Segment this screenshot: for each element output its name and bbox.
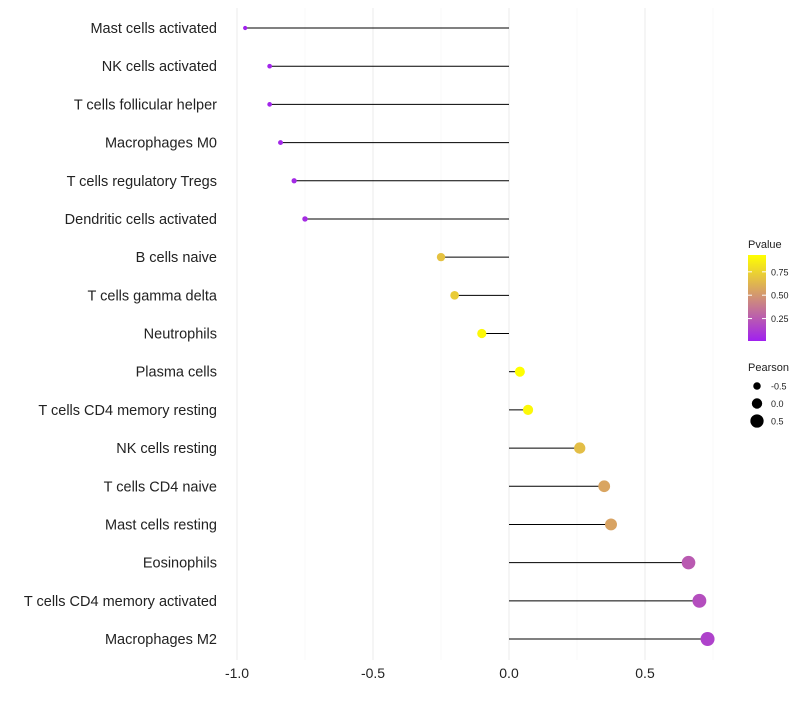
legend-pvalue-title: Pvalue [748, 239, 782, 251]
lollipop-point [267, 102, 272, 107]
colorbar-label: 0.50 [771, 291, 789, 301]
y-tick-label: T cells gamma delta [88, 288, 218, 304]
lollipop-point [574, 442, 586, 454]
y-tick-label: Plasma cells [136, 365, 217, 381]
legend-size-label: -0.5 [771, 382, 787, 392]
x-tick-label: 0.5 [635, 665, 655, 681]
legend-size-point [750, 414, 764, 428]
x-tick-label: -0.5 [361, 665, 385, 681]
lollipop-point [243, 25, 248, 31]
lollipop-point [450, 291, 459, 300]
legend-size-label: 0.5 [771, 417, 784, 427]
colorbar [748, 255, 766, 341]
y-tick-label: Mast cells activated [90, 21, 217, 37]
lollipop-point [278, 140, 283, 146]
lollipop-point [267, 63, 272, 69]
colorbar-label: 0.25 [771, 314, 789, 324]
y-tick-label: NK cells activated [102, 59, 217, 75]
y-tick-label: T cells CD4 memory resting [38, 403, 217, 419]
y-tick-label: B cells naive [136, 250, 217, 266]
legend-size-point [751, 398, 763, 409]
colorbar-label: 0.75 [771, 267, 789, 277]
x-tick-label: -1.0 [225, 665, 249, 681]
y-tick-label: Macrophages M2 [105, 632, 217, 648]
lollipop-point [598, 480, 611, 493]
lollipop-point [605, 518, 617, 531]
y-tick-label: Neutrophils [144, 327, 217, 343]
y-tick-label: Dendritic cells activated [65, 212, 217, 228]
lollipop-point [681, 555, 696, 570]
y-tick-label: T cells CD4 memory activated [24, 594, 217, 610]
x-tick-label: 0.0 [499, 665, 519, 681]
lollipop-point [700, 632, 715, 646]
legend-pvalue: Pvalue 0.25 0.50 0.75 [748, 239, 789, 341]
legend-pearson-title: Pearson [748, 362, 789, 374]
y-tick-label: T cells regulatory Tregs [67, 174, 217, 190]
y-tick-label: Eosinophils [143, 556, 217, 572]
lollipop-point [291, 178, 297, 184]
lollipop-point [477, 328, 487, 339]
lollipop-point [514, 366, 525, 377]
lollipop-point [692, 593, 707, 608]
lollipop-point [522, 404, 534, 415]
y-tick-label: Mast cells resting [105, 517, 217, 533]
y-tick-label: NK cells resting [116, 441, 217, 457]
y-tick-label: T cells CD4 naive [104, 479, 217, 495]
legend-size-label: 0.0 [771, 399, 784, 409]
legend-size-point [753, 382, 761, 390]
y-tick-label: Macrophages M0 [105, 136, 217, 152]
lollipop-point [302, 216, 308, 222]
lollipop-point [436, 252, 446, 262]
y-tick-label: T cells follicular helper [74, 97, 217, 113]
legend-pearson: Pearson -0.5 0.0 0.5 [748, 362, 789, 428]
